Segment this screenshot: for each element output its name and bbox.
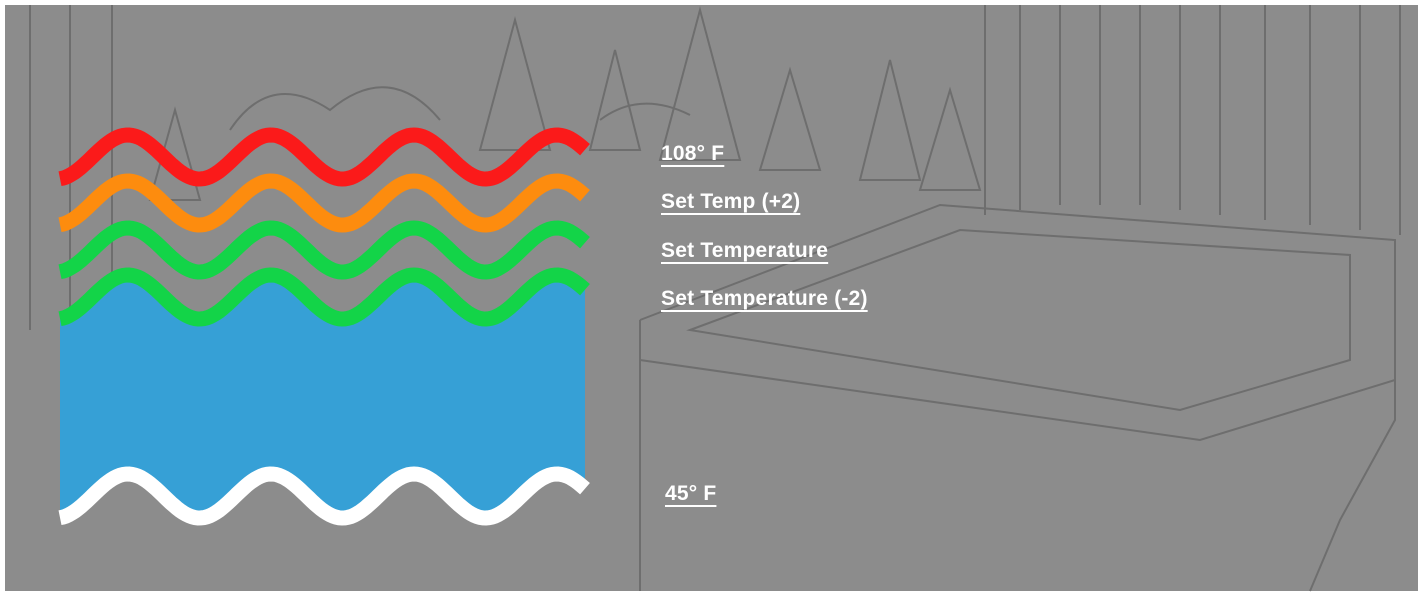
label-45f: 45° F xyxy=(665,482,716,506)
label-set-temperature: Set Temperature xyxy=(661,239,828,263)
label-set-temp-plus-2: Set Temp (+2) xyxy=(661,190,800,214)
label-108f: 108° F xyxy=(661,142,724,166)
label-set-temperature-minus-2: Set Temperature (-2) xyxy=(661,287,868,311)
